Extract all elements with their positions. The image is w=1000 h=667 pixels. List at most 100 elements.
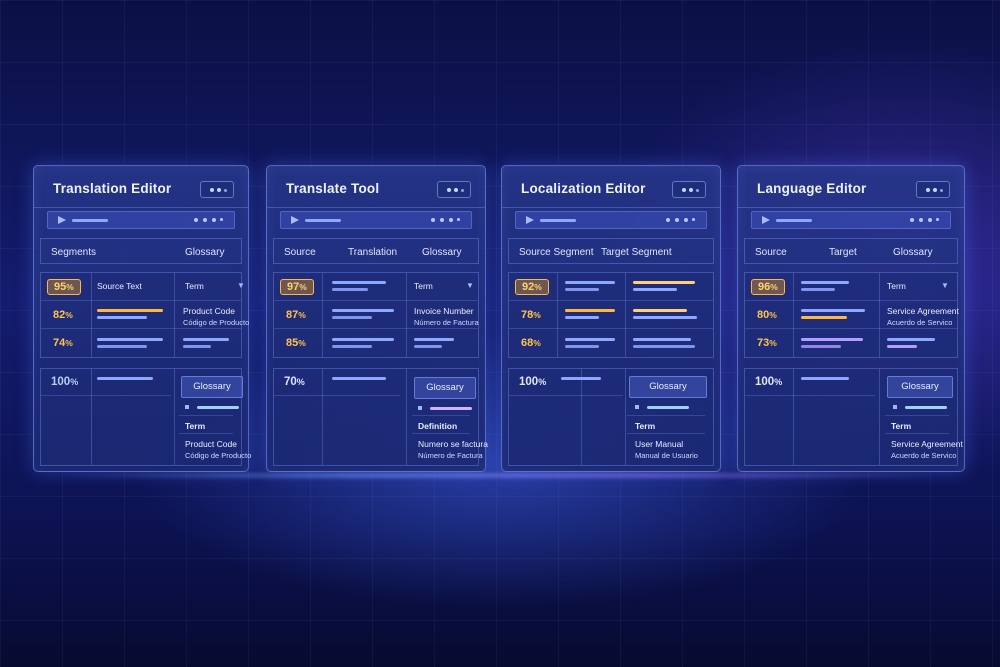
match-percent: 68% [521, 337, 541, 349]
toolbar-dots-icon[interactable] [194, 218, 224, 223]
glossary-button[interactable]: Glossary [414, 377, 476, 399]
toolbar [515, 211, 707, 229]
table-row[interactable]: 68% [509, 329, 713, 357]
progress-line [72, 219, 108, 222]
table-row[interactable]: 95% Source Text Term ▼ [41, 273, 245, 301]
term-value: Invoice Number [414, 306, 474, 316]
match-percent: 100% [755, 376, 783, 388]
play-icon[interactable] [762, 216, 770, 224]
panel-language-editor: Language Editor Source Target Glossary 9… [737, 165, 965, 472]
match-percent: 74% [53, 337, 73, 349]
table-row[interactable]: 87% Invoice Number Número de Factura [274, 301, 479, 329]
glossary-button[interactable]: Glossary [181, 376, 243, 398]
term-label: Term [891, 421, 912, 431]
match-percent: 82% [53, 309, 73, 321]
header-translation[interactable]: Translation [348, 247, 398, 258]
glow-line [60, 474, 940, 477]
table-row[interactable]: 96% Term ▼ [745, 273, 957, 301]
source-text-label: Source Text [97, 281, 142, 291]
toolbar [280, 211, 472, 229]
term-translation: Número de Factura [414, 318, 479, 327]
chevron-down-icon[interactable]: ▼ [466, 281, 474, 290]
header-glossary[interactable]: Glossary [893, 247, 933, 258]
table-row[interactable]: 92% [509, 273, 713, 301]
header-glossary[interactable]: Glossary [422, 247, 462, 258]
match-percent: 97% [280, 279, 314, 295]
table-row[interactable]: 74% [41, 329, 241, 357]
table-row[interactable]: 78% [509, 301, 713, 329]
term-translation: Acuerdo de Servico [887, 318, 953, 327]
segments-table: 95% Source Text Term ▼ 82% Product Code … [40, 272, 249, 358]
match-percent: 92% [515, 279, 549, 295]
table-row[interactable]: 97% Term ▼ [274, 273, 478, 301]
term-value: Service Agreement [891, 439, 963, 449]
term-label: Term [414, 281, 433, 291]
play-icon[interactable] [291, 216, 299, 224]
glossary-button[interactable]: Glossary [887, 376, 953, 398]
panel-titlebar: Language Editor [738, 166, 964, 208]
chevron-down-icon[interactable]: ▼ [237, 281, 245, 290]
match-percent: 73% [757, 337, 777, 349]
match-percent: 85% [286, 337, 306, 349]
column-header: Source Translation Glossary [273, 238, 479, 264]
glossary-button[interactable]: Glossary [629, 376, 707, 398]
glossary-section: 100% Glossary Term User Manual Manual de… [508, 368, 714, 466]
table-row[interactable]: 80% Service Agreement Acuerdo de Servico [745, 301, 959, 329]
header-source-segment[interactable]: Source Segment [519, 247, 594, 258]
column-header: Source Target Glossary [744, 238, 958, 264]
match-percent: 96% [751, 279, 785, 295]
header-target[interactable]: Target [829, 247, 857, 258]
header-target-segment[interactable]: Target Segment [601, 247, 672, 258]
column-header: Source Segment Target Segment [508, 238, 714, 264]
panel-translate-tool: Translate Tool Source Translation Glossa… [266, 165, 488, 472]
more-options-button[interactable] [916, 181, 950, 198]
glossary-section: 100% Glossary Term Service Agreement Acu… [744, 368, 963, 466]
column-header: Segments Glossary [40, 238, 242, 264]
header-source[interactable]: Source [284, 247, 316, 258]
term-label: Term [185, 281, 204, 291]
match-percent: 100% [519, 376, 547, 388]
term-label: Term [887, 281, 906, 291]
match-percent: 80% [757, 309, 777, 321]
match-percent: 70% [284, 376, 305, 388]
panel-titlebar: Translation Editor [34, 166, 248, 208]
toolbar-dots-icon[interactable] [910, 218, 940, 223]
table-row[interactable]: 82% Product Code Código de Producto [41, 301, 249, 329]
more-options-button[interactable] [200, 181, 234, 198]
term-translation: Código de Producto [183, 318, 250, 327]
toolbar [751, 211, 951, 229]
definition-label: Definition [418, 421, 458, 431]
term-value: Service Agreement [887, 306, 959, 316]
panel-title: Localization Editor [521, 181, 646, 196]
chevron-down-icon[interactable]: ▼ [941, 281, 949, 290]
more-options-button[interactable] [437, 181, 471, 198]
header-source[interactable]: Source [755, 247, 787, 258]
match-percent: 100% [51, 376, 79, 388]
panel-titlebar: Localization Editor [502, 166, 720, 208]
match-percent: 78% [521, 309, 541, 321]
glossary-section: 70% Glossary Definition Numero se factur… [273, 368, 488, 466]
progress-line [305, 219, 341, 222]
definition-translation: Número de Factura [418, 451, 483, 460]
match-percent: 95% [47, 279, 81, 295]
glossary-section: 100% Glossary Term Product Code Código d… [40, 368, 251, 466]
segments-table: 97% Term ▼ 87% Invoice Number Número de … [273, 272, 479, 358]
panel-title: Language Editor [757, 181, 867, 196]
segments-table: 92% 78% 68% [508, 272, 714, 358]
play-icon[interactable] [526, 216, 534, 224]
term-label: Term [635, 421, 656, 431]
term-value: Product Code [183, 306, 235, 316]
more-options-button[interactable] [672, 181, 706, 198]
segments-table: 96% Term ▼ 80% Service Agreement Acuerdo… [744, 272, 959, 358]
header-segments[interactable]: Segments [51, 247, 97, 258]
header-glossary[interactable]: Glossary [185, 247, 225, 258]
term-translation: Acuerdo de Servico [891, 451, 957, 460]
table-row[interactable]: 73% [745, 329, 957, 357]
table-row[interactable]: 85% [274, 329, 478, 357]
term-translation: Manual de Usuario [635, 451, 698, 460]
toolbar [47, 211, 235, 229]
panel-localization-editor: Localization Editor Source Segment Targe… [501, 165, 721, 472]
toolbar-dots-icon[interactable] [431, 218, 461, 223]
play-icon[interactable] [58, 216, 66, 224]
toolbar-dots-icon[interactable] [666, 218, 696, 223]
